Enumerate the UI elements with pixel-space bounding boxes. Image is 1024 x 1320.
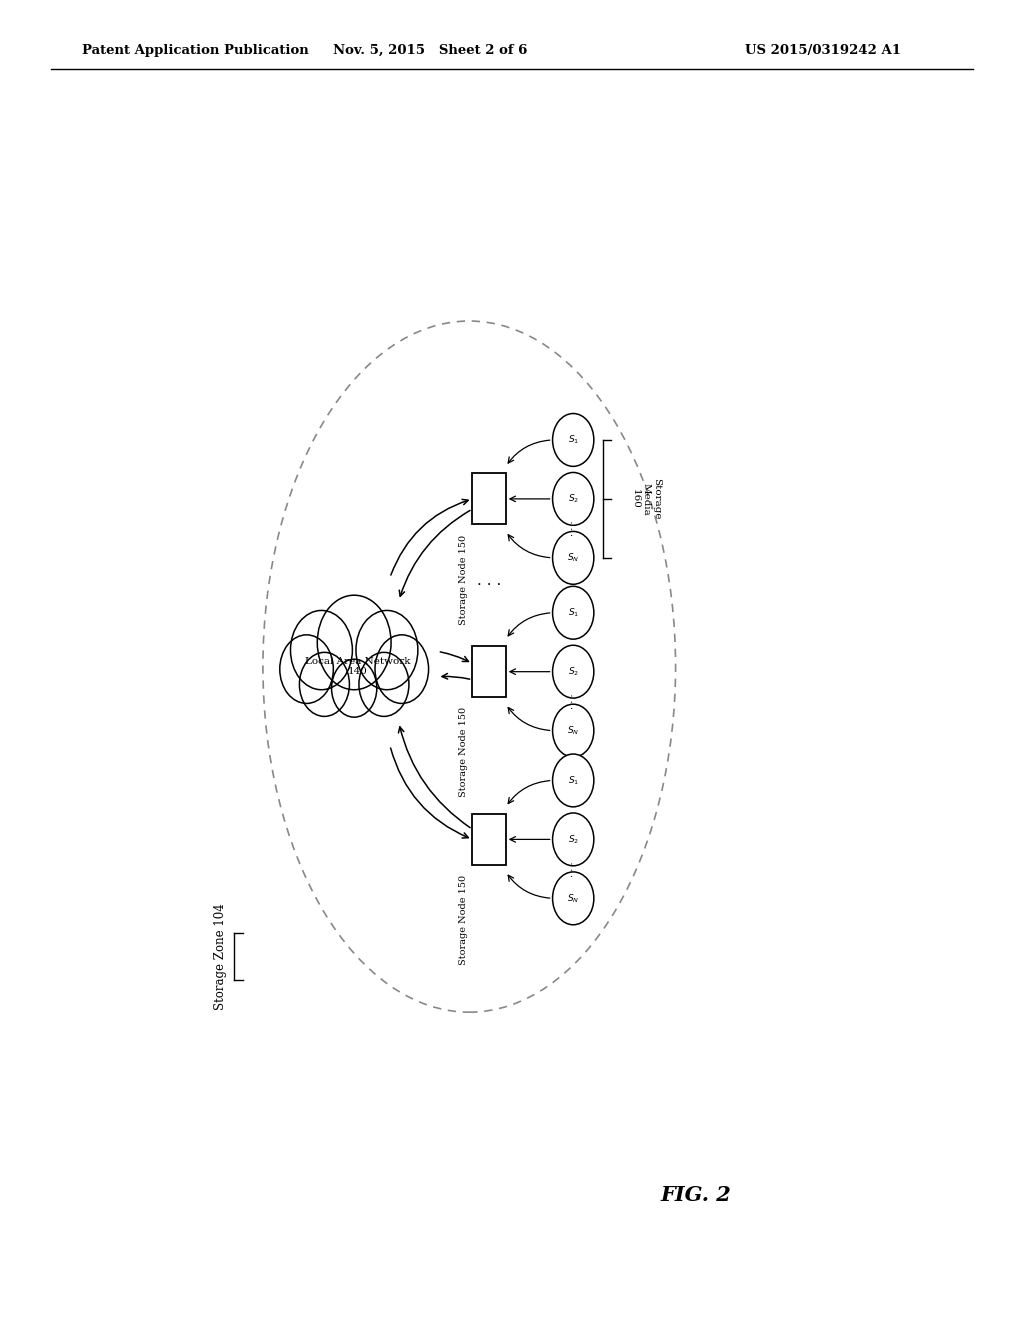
Circle shape	[553, 704, 594, 758]
Text: Storage
Media
160: Storage Media 160	[631, 478, 660, 520]
Circle shape	[359, 652, 409, 717]
Circle shape	[553, 413, 594, 466]
Text: Storage Zone 104: Storage Zone 104	[214, 903, 227, 1010]
Circle shape	[375, 635, 429, 704]
Text: $S_2$: $S_2$	[567, 492, 579, 506]
Text: $S_1$: $S_1$	[567, 606, 579, 619]
Text: Storage Node 150: Storage Node 150	[460, 535, 468, 624]
Circle shape	[553, 586, 594, 639]
Text: Nov. 5, 2015   Sheet 2 of 6: Nov. 5, 2015 Sheet 2 of 6	[333, 44, 527, 57]
Text: $S_1$: $S_1$	[567, 775, 579, 787]
Circle shape	[291, 610, 352, 690]
Circle shape	[553, 873, 594, 925]
Circle shape	[553, 473, 594, 525]
Circle shape	[356, 610, 418, 690]
Text: $S_1$: $S_1$	[567, 434, 579, 446]
Text: Storage Node 150: Storage Node 150	[460, 875, 468, 965]
Text: US 2015/0319242 A1: US 2015/0319242 A1	[745, 44, 901, 57]
Text: · · ·: · · ·	[568, 520, 578, 536]
Circle shape	[317, 595, 391, 690]
Text: $S_2$: $S_2$	[567, 665, 579, 678]
Text: Local Area Network
140: Local Area Network 140	[305, 657, 411, 676]
Bar	[472, 474, 506, 524]
Bar	[472, 814, 506, 865]
Bar	[472, 647, 506, 697]
Text: · · ·: · · ·	[568, 693, 578, 709]
Text: $S_2$: $S_2$	[567, 833, 579, 846]
Circle shape	[553, 813, 594, 866]
Circle shape	[299, 652, 349, 717]
Text: · · ·: · · ·	[477, 578, 502, 593]
Circle shape	[553, 532, 594, 585]
Text: Patent Application Publication: Patent Application Publication	[82, 44, 308, 57]
Circle shape	[553, 645, 594, 698]
Text: $S_N$: $S_N$	[567, 725, 580, 737]
Text: Storage Node 150: Storage Node 150	[460, 708, 468, 797]
Circle shape	[553, 754, 594, 807]
Circle shape	[280, 635, 334, 704]
Text: FIG. 2: FIG. 2	[660, 1184, 732, 1205]
Circle shape	[332, 659, 377, 717]
Text: $S_N$: $S_N$	[567, 892, 580, 904]
Text: $S_N$: $S_N$	[567, 552, 580, 564]
Text: · · ·: · · ·	[568, 861, 578, 876]
